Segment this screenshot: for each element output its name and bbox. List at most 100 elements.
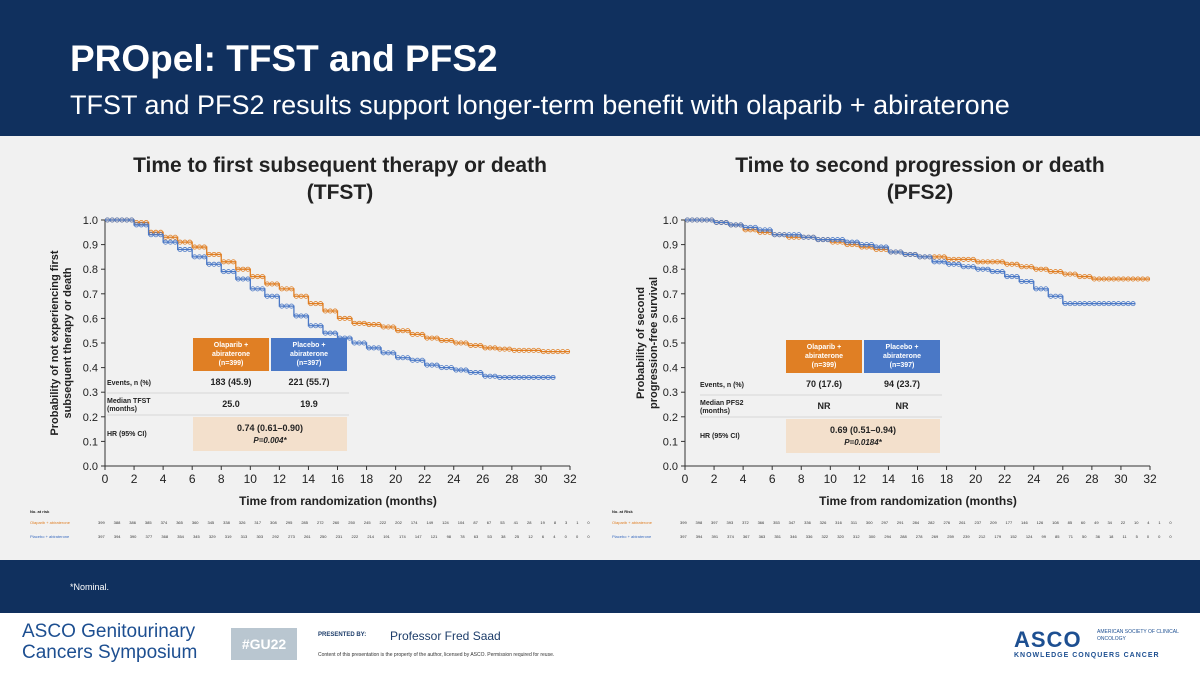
risk-count: 390 (129, 534, 137, 539)
tfst-censor-mark-placebo (410, 357, 416, 363)
risk-count: 237 (974, 520, 982, 525)
pfs2-censor-mark-olaparib (1091, 276, 1097, 282)
pfs2-censor-mark-olaparib (1043, 266, 1049, 272)
tfst-risk-placebo-label: Placebo + abiraterone (30, 534, 70, 539)
pfs2-censor-mark-olaparib (1004, 261, 1010, 267)
tfst-censor-mark-placebo (487, 373, 493, 379)
pfs2-censor-mark-placebo (951, 261, 957, 267)
pfs2-x-tick-label: 30 (1114, 472, 1128, 486)
asco-gu-line2: Cancers Symposium (22, 642, 198, 663)
pfs2-table-header-text: (n=397) (890, 362, 915, 369)
risk-count: 5 (1135, 534, 1138, 539)
risk-count: 146 (1021, 520, 1028, 525)
pfs2-x-tick-label: 10 (824, 472, 838, 486)
risk-count: 179 (994, 534, 1002, 539)
pfs2-censor-mark-placebo (990, 269, 996, 275)
pfs2-y-tick-label: 0.7 (663, 289, 678, 301)
pfs2-x-tick-label: 24 (1027, 472, 1041, 486)
tfst-censor-mark-olaparib (172, 234, 178, 240)
pfs2-censor-mark-olaparib (990, 259, 996, 265)
tfst-censor-mark-placebo (114, 217, 120, 223)
risk-count: 345 (207, 520, 215, 525)
pfs2-censor-mark-olaparib (1096, 276, 1102, 282)
pfs2-censor-mark-placebo (1082, 301, 1088, 307)
tfst-censor-mark-placebo (516, 374, 522, 380)
tfst-censor-mark-placebo (366, 345, 372, 351)
tfst-risk-olaparib-label: Olaparib + abiraterone (30, 520, 70, 525)
tfst-censor-mark-placebo (477, 370, 483, 376)
risk-count: 394 (695, 534, 703, 539)
tfst-censor-mark-placebo (298, 313, 304, 319)
pfs2-table-value: NR (818, 401, 831, 411)
tfst-censor-mark-placebo (376, 345, 382, 351)
tfst-x-tick-label: 2 (131, 472, 138, 486)
tfst-censor-mark-placebo (332, 330, 338, 336)
tfst-table-header-olaparib (193, 338, 269, 371)
tfst-title-line1: Time to first subsequent therapy or deat… (133, 154, 547, 177)
pfs2-y-tick-label: 0.0 (663, 461, 678, 473)
pfs2-censor-mark-placebo (922, 254, 928, 260)
pfs2-censor-mark-placebo (941, 259, 947, 265)
tfst-censor-mark-placebo (284, 303, 290, 309)
pfs2-censor-mark-olaparib (975, 259, 981, 265)
risk-count: 222 (351, 534, 359, 539)
risk-count: 191 (383, 534, 390, 539)
tfst-censor-mark-placebo (497, 374, 503, 380)
tfst-x-tick-label: 26 (476, 472, 490, 486)
tfst-censor-mark-placebo (458, 367, 464, 373)
risk-count: 67 (486, 520, 492, 525)
risk-count: 377 (145, 534, 153, 539)
tfst-censor-mark-placebo (109, 217, 115, 223)
tfst-title-line2: (TFST) (306, 181, 374, 204)
tfst-censor-mark-placebo (545, 374, 551, 380)
tfst-table-row-label: Median TFST (107, 398, 151, 405)
pfs2-x-tick-label: 2 (711, 472, 718, 486)
tfst-table-value: 19.9 (300, 399, 318, 409)
risk-count: 99 (1041, 534, 1046, 539)
tfst-censor-mark-placebo (347, 335, 353, 341)
tfst-censor-mark-olaparib (502, 346, 508, 352)
tfst-censor-mark-placebo (414, 357, 420, 363)
risk-count: 363 (758, 534, 766, 539)
tfst-y-tick-label: 0.0 (83, 461, 98, 473)
tfst-censor-mark-olaparib (342, 315, 348, 321)
tfst-censor-mark-olaparib (327, 308, 333, 314)
risk-count: 326 (238, 520, 246, 525)
risk-count: 297 (881, 520, 889, 525)
pfs2-table-header-olaparib (786, 340, 862, 373)
pfs2-censor-mark-placebo (1053, 293, 1059, 299)
tfst-x-tick-label: 10 (244, 472, 258, 486)
risk-count: 250 (348, 520, 355, 525)
tfst-censor-mark-olaparib (468, 342, 474, 348)
tfst-censor-mark-placebo (153, 232, 159, 238)
tfst-censor-mark-olaparib (516, 347, 522, 353)
pfs2-censor-mark-placebo (1014, 274, 1020, 280)
tfst-censor-mark-olaparib (322, 308, 328, 314)
pfs2-censor-mark-placebo (786, 232, 792, 238)
tfst-censor-mark-placebo (245, 276, 251, 282)
pfs2-table-header-text: Olaparib + (807, 344, 841, 351)
tfst-x-tick-label: 28 (505, 472, 519, 486)
tfst-x-tick-label: 18 (360, 472, 374, 486)
risk-count: 322 (821, 534, 829, 539)
risk-count: 0 (1146, 534, 1150, 539)
risk-count: 291 (896, 520, 904, 525)
tfst-censor-mark-placebo (124, 217, 130, 223)
risk-count: 397 (711, 520, 718, 525)
presented-by-label: PRESENTED BY: (318, 632, 367, 638)
tfst-censor-mark-olaparib (540, 349, 546, 355)
pfs2-censor-mark-placebo (825, 237, 831, 243)
tfst-censor-mark-placebo (400, 355, 406, 361)
risk-count: 1 (1158, 520, 1161, 525)
tfst-censor-mark-placebo (385, 350, 391, 356)
tfst-censor-mark-placebo (405, 355, 411, 361)
pfs2-censor-mark-placebo (927, 254, 933, 260)
tfst-y-tick-label: 0.7 (83, 289, 98, 301)
pfs2-censor-mark-placebo (1038, 286, 1044, 292)
pfs2-censor-mark-olaparib (980, 259, 986, 265)
pfs2-censor-mark-placebo (907, 251, 913, 257)
risk-count: 294 (884, 534, 892, 539)
risk-count: 367 (742, 534, 750, 539)
risk-count: 393 (726, 520, 734, 525)
tfst-table-row-label: Events, n (%) (107, 380, 151, 387)
